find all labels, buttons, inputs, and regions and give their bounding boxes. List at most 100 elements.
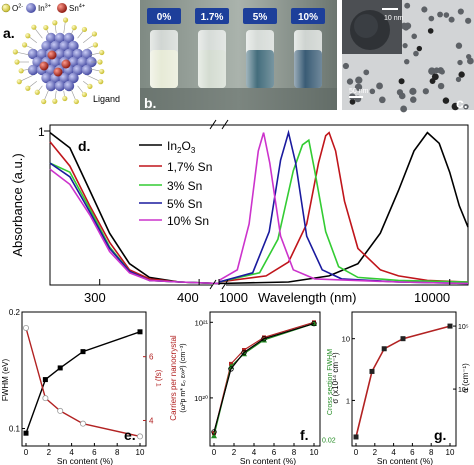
y-tick-label-right: 4 <box>149 416 154 425</box>
x-tick-label-10000: 10000 <box>414 290 450 305</box>
tem-particle <box>437 82 445 90</box>
x-tick-label: 10 <box>310 448 319 457</box>
oxygen-atom <box>99 68 105 75</box>
tem-particle <box>467 57 474 65</box>
vial-label: 0% <box>157 12 172 23</box>
panel-g-marker <box>447 323 453 329</box>
indium-atom <box>45 32 57 44</box>
spectra-curves <box>49 129 469 285</box>
panel-f-marker <box>261 335 267 342</box>
oxygen-atom <box>16 79 22 85</box>
panel-c-letter: c. <box>456 95 468 111</box>
oxygen-legend-dot <box>1 3 11 13</box>
y-tick-label-left: 0.2 <box>9 308 21 317</box>
vial-label-box <box>147 8 181 24</box>
indium-atom <box>54 80 66 92</box>
oxygen-atom <box>99 49 105 56</box>
indium-atom <box>27 48 39 60</box>
oxygen-atom <box>91 31 98 37</box>
tem-particle <box>437 11 444 18</box>
oxygen-atom <box>71 24 77 31</box>
panel-a: O2- In3+ Sn4+ Ligand a. <box>1 3 120 105</box>
indium-atom <box>63 32 75 44</box>
legend-label-10: 10% Sn <box>167 214 209 228</box>
x-tick-label: 2 <box>47 448 52 457</box>
panel-g-series <box>353 323 453 440</box>
tem-particle <box>354 83 363 91</box>
vial-label-box <box>195 8 229 24</box>
tem-particle <box>428 67 436 75</box>
tin-legend-dot <box>57 3 67 13</box>
panel-e: 0 2 4 6 8 10 0.1 0.2 4 6 FWHM (eV) τ (fs) Sn cont… <box>1 308 163 465</box>
indium-atom <box>68 72 79 84</box>
indium-atom <box>50 40 61 52</box>
x-tick-label: 4 <box>391 448 396 457</box>
panel-a-legend: O2- In3+ Sn4+ <box>1 3 85 13</box>
panel-e-marker <box>22 324 29 331</box>
indium-atom <box>41 72 52 84</box>
y-tick-label-right: 10⁴ <box>458 387 469 394</box>
tem-particle <box>422 88 429 95</box>
indium-atom <box>54 48 66 60</box>
tem-particle <box>376 82 383 90</box>
tem-particle <box>398 78 405 85</box>
vial-label-box <box>291 8 325 24</box>
indium-atom <box>63 48 75 60</box>
tem-particle <box>463 103 469 110</box>
indium-atom <box>63 80 75 92</box>
panel-f-mid-label: (ω²p m* ε₀ ε∞²) (cm⁻³) <box>180 343 187 412</box>
x-tick-label-400: 400 <box>177 290 199 305</box>
panel-g-frame <box>351 311 457 447</box>
tem-particle <box>431 73 439 81</box>
oxygen-atom <box>18 68 24 74</box>
axis-break-mark <box>209 279 217 290</box>
panel-b-letter: b. <box>144 95 156 111</box>
inset-scale-bar <box>382 8 398 10</box>
x-tick-label: 8 <box>429 448 434 457</box>
panel-d: 1 Absorbance (a.u.) 300 400 1000 10000 W… <box>10 119 469 305</box>
tem-particle <box>398 92 406 100</box>
panel-e-line-1 <box>25 327 141 438</box>
indium-atom <box>59 72 70 84</box>
indium-atom <box>41 40 52 52</box>
tem-particle <box>428 15 435 22</box>
tem-particle <box>355 76 363 84</box>
panel-e-left-label: FWHM (eV) <box>1 359 10 402</box>
x-tick-label: 4 <box>252 448 257 457</box>
vial-label: 10% <box>298 12 318 23</box>
vial-label: 1.7% <box>201 12 224 23</box>
indium-atom <box>59 40 70 52</box>
y-tick-label-right: 0.02 <box>322 437 336 444</box>
panel-g-ticks: 0 2 4 6 8 10 1 10 10⁴ 10⁵ <box>342 324 469 457</box>
oxygen-atom <box>62 95 68 102</box>
oxygen-atom <box>92 42 99 48</box>
spectrum-ir-0 <box>218 131 469 285</box>
x-tick-label: 2 <box>232 448 237 457</box>
tem-particle <box>411 33 417 40</box>
y-tick-label-right: 6 <box>149 353 154 362</box>
oxygen-atom <box>25 33 31 39</box>
tem-particle <box>402 43 408 49</box>
oxygen-atom <box>12 49 18 55</box>
y-tick-label-left: 10²⁰ <box>194 394 208 403</box>
axis-break-mark <box>221 279 229 290</box>
oxygen-atom <box>62 17 69 23</box>
panel-g-marker <box>369 368 375 374</box>
vial-label-box <box>243 8 277 24</box>
tem-particle <box>349 99 356 105</box>
tem-particle <box>404 2 411 9</box>
vial-label: 5% <box>253 12 268 23</box>
panel-d-ticks <box>99 119 451 290</box>
spectrum-ir-1 <box>218 131 469 283</box>
x-tick-label: 2 <box>373 448 378 457</box>
axis-break-mark <box>221 119 229 130</box>
panel-f-marker <box>261 336 267 343</box>
tem-particle <box>421 6 428 13</box>
y-tick-label-left: 1 <box>346 396 350 405</box>
indium-atom <box>72 48 84 60</box>
axis-break-mark <box>209 119 217 130</box>
y-tick-label-1: 1 <box>38 125 45 139</box>
x-tick-label: 6 <box>92 448 97 457</box>
panel-f-letter: f. <box>300 427 309 443</box>
spectrum-ir-4 <box>218 132 469 285</box>
